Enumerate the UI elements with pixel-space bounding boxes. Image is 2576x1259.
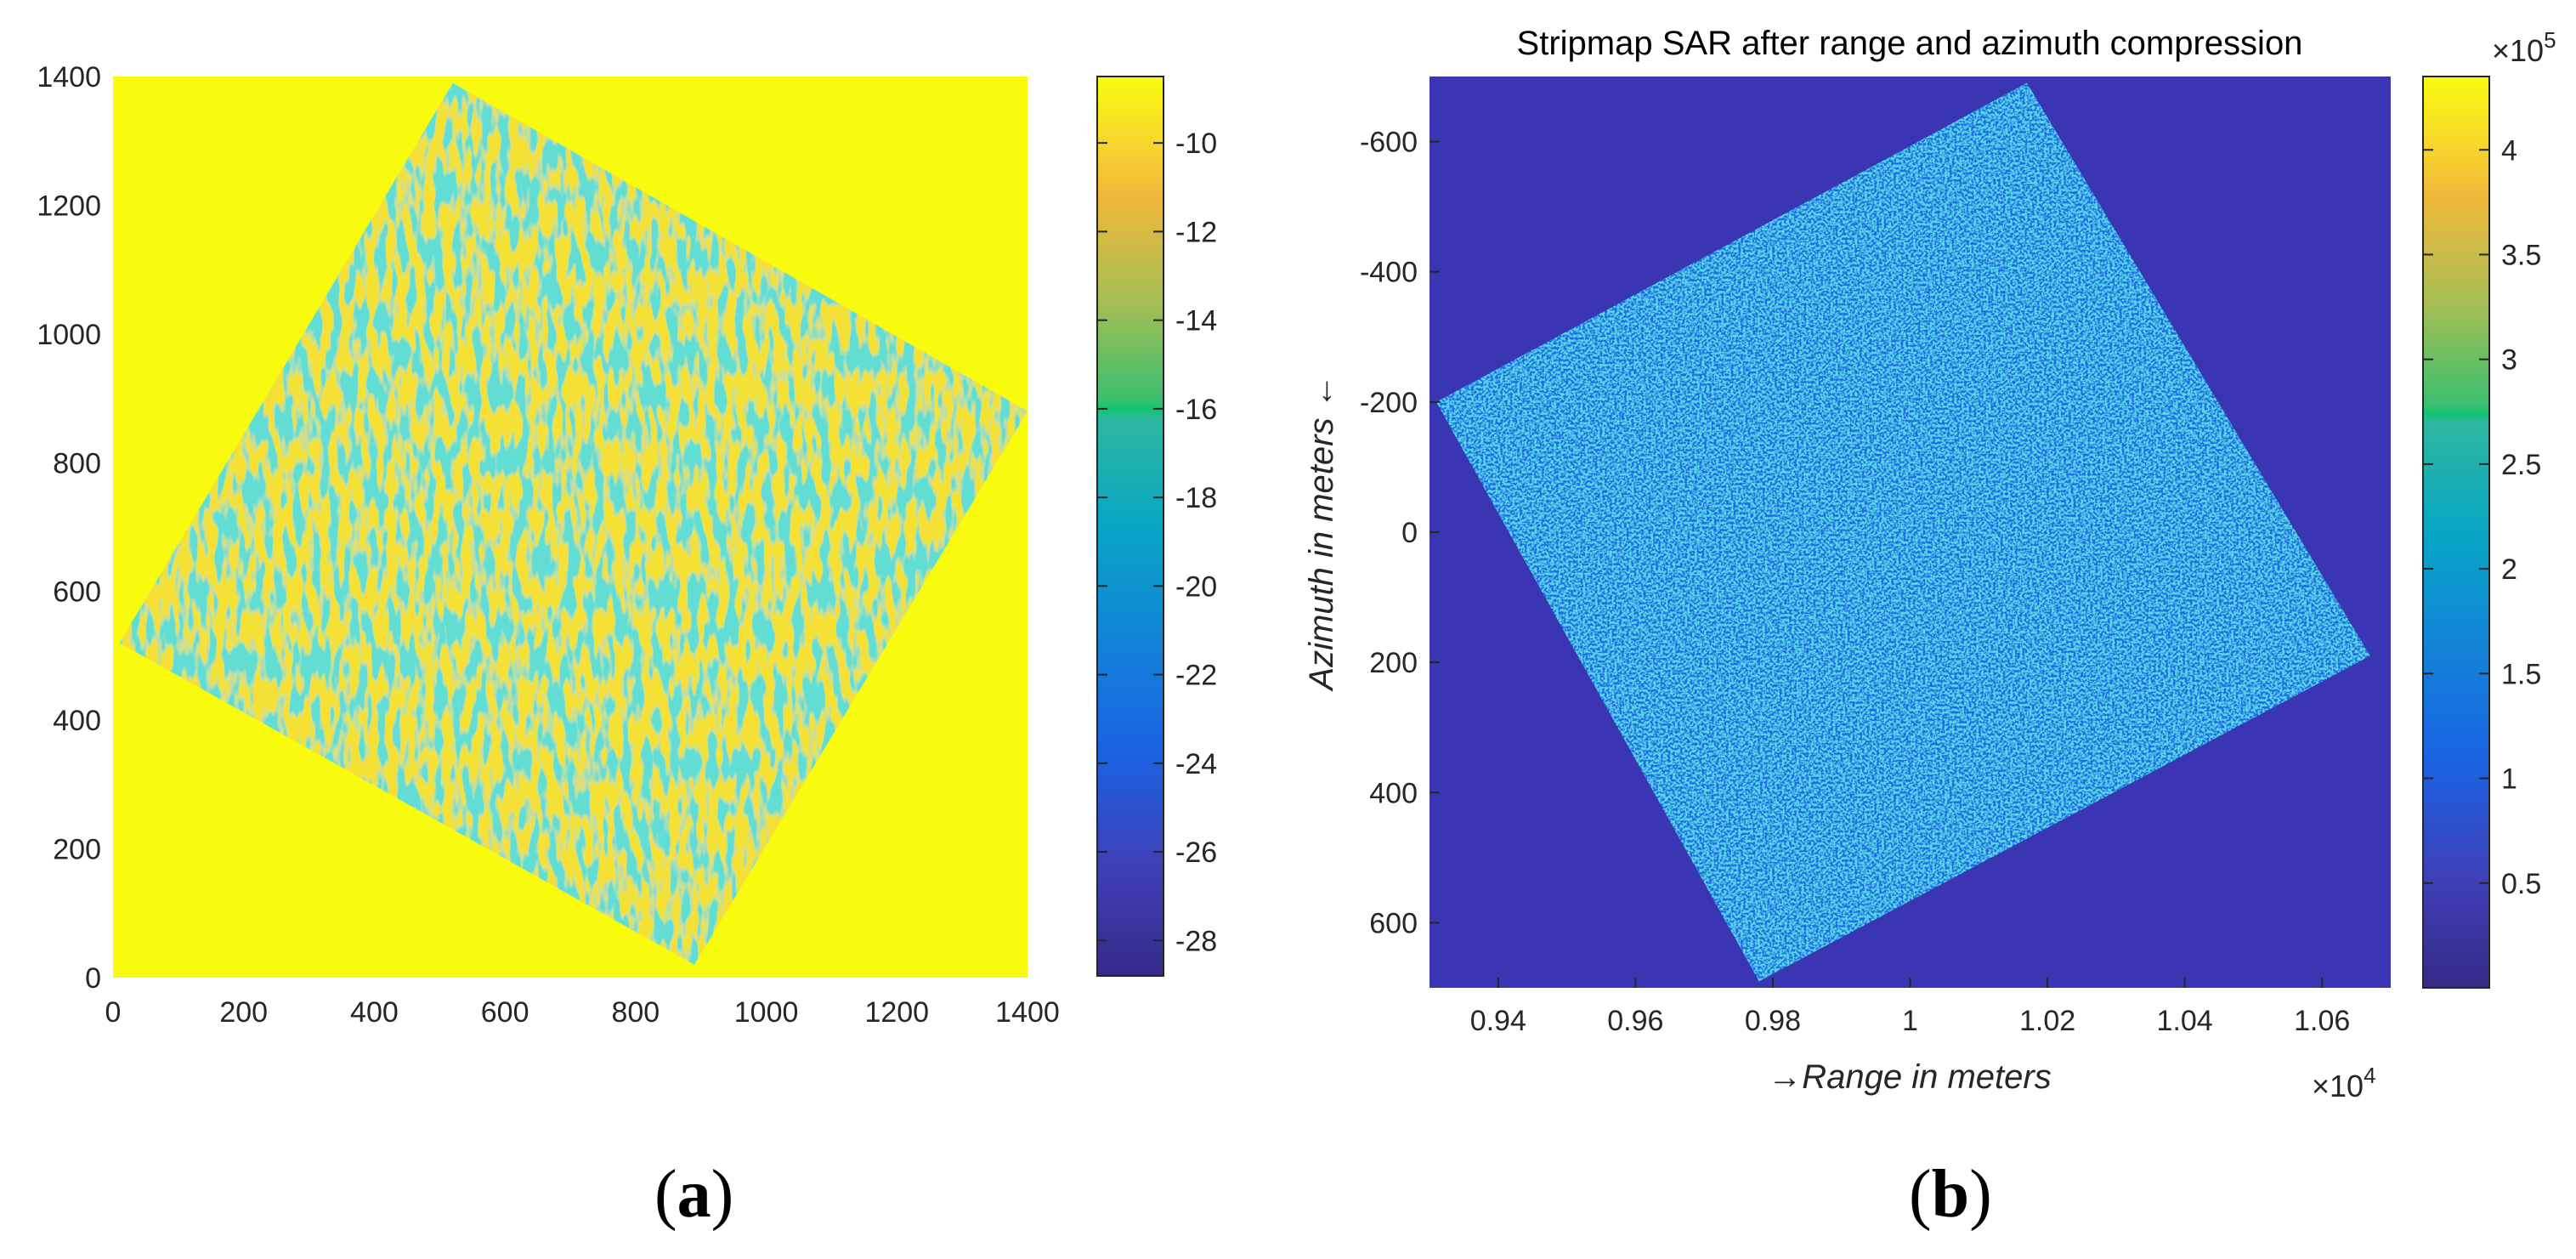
plot-a-x-ticks: 0 200 400 600 800 1000 1200 1400	[105, 996, 1060, 1029]
plot-b-y-tick-label: 200	[1369, 647, 1418, 679]
plot-a-x-tick-label: 800	[611, 996, 660, 1029]
colorbar-b-tick-label: 2	[2501, 553, 2517, 586]
panel-label-b: (b)	[1909, 1157, 1992, 1232]
colorbar-b-tick-label: 2.5	[2501, 449, 2541, 481]
colorbar-a-tick-label: -14	[1175, 305, 1217, 337]
plot-a-x-tick-label: 600	[481, 996, 529, 1029]
plot-a-y-tick-label: 600	[53, 576, 101, 609]
colorbar-a-tick-label: -22	[1175, 660, 1217, 692]
plot-b-x-tick-label: 1.04	[2157, 1005, 2213, 1037]
plot-b-title: Stripmap SAR after range and azimuth com…	[1517, 25, 2303, 62]
plot-a-x-tick-label: 1400	[995, 996, 1060, 1029]
plot-b-rotated-square	[1436, 82, 2370, 982]
plot-a-y-tick-label: 0	[85, 962, 101, 995]
plot-b-x-tick-label: 0.98	[1745, 1005, 1801, 1037]
plot-b-x-ticks: 0.94 0.96 0.98 1 1.02 1.04 1.06	[1470, 978, 2350, 1037]
plot-b-y-ticks: -600 -400 -200 0 200 400 600	[1360, 127, 1440, 939]
plot-b-x-multiplier: ×104	[2312, 1063, 2376, 1103]
panel-label-a-letter: a	[677, 1157, 711, 1232]
colorbar-a-tick-label: -10	[1175, 128, 1217, 160]
colorbar-a-tick-label: -20	[1175, 570, 1217, 603]
colorbar-b-tick-label: 3	[2501, 344, 2517, 377]
plot-a-y-tick-label: 1000	[37, 319, 101, 351]
plot-a-y-tick-label: 800	[53, 447, 101, 479]
plot-b-y-tick-label: -400	[1360, 257, 1418, 289]
panel-b: 0.94 0.96 0.98 1 1.02 1.04 1.06 -600 -400 -200 0 2…	[1303, 25, 2556, 1103]
plot-b-y-tick-label: -600	[1360, 127, 1418, 159]
plot-b-y-label: Azimuth in meters ←	[1303, 374, 1340, 691]
colorbar-b-tick-label: 0.5	[2501, 868, 2541, 900]
plot-b-y-tick-label: 600	[1369, 907, 1418, 939]
plot-a-rotated-square	[119, 82, 1028, 965]
colorbar-a-tick-label: -26	[1175, 836, 1217, 869]
plot-a-y-tick-label: 400	[53, 705, 101, 737]
colorbar-a-tick-label: -12	[1175, 216, 1217, 248]
plot-a-y-tick-label: 1400	[37, 61, 101, 94]
plot-b-x-tick-label: 1	[1902, 1005, 1918, 1037]
colorbar-a	[1096, 76, 1164, 977]
plot-b-x-tick-label: 0.96	[1607, 1005, 1663, 1037]
plot-b-x-tick-label: 1.02	[2019, 1005, 2075, 1037]
plot-b-y-tick-label: 0	[1401, 517, 1418, 549]
plot-a-y-ticks: 0 200 400 600 800 1000 1200 1400	[37, 61, 101, 995]
colorbar-b-tick-label: 4	[2501, 134, 2517, 167]
plot-a-x-tick-label: 1200	[864, 996, 929, 1029]
colorbar-b-ticks: 0.5 1 1.5 2 2.5 3 3.5 4	[2423, 134, 2541, 900]
colorbar-a-tick-label: -16	[1175, 394, 1217, 426]
colorbar-b-tick-label: 1.5	[2501, 658, 2541, 690]
colorbar-a-tick-label: -24	[1175, 748, 1217, 780]
colorbar-b-multiplier: ×105	[2492, 27, 2556, 68]
plot-b-x-label: →Range in meters	[1768, 1058, 2051, 1096]
panel-a: 0 200 400 600 800 1000 1200 1400 0 200 400 600 800 1…	[37, 61, 1217, 1029]
plot-a-x-tick-label: 1000	[734, 996, 799, 1029]
plot-a-x-tick-label: 400	[350, 996, 399, 1029]
plot-b-x-tick-label: 1.06	[2294, 1005, 2350, 1037]
colorbar-a-ticks: -10 -12 -14 -16 -18 -20 -22 -24 -26 -28	[1097, 128, 1217, 957]
plot-b-y-tick-label: -200	[1360, 387, 1418, 419]
colorbar-a-tick-label: -28	[1175, 925, 1217, 957]
plot-a-x-tick-label: 0	[105, 996, 122, 1029]
colorbar-b	[2422, 76, 2490, 989]
plot-a-y-tick-label: 200	[53, 834, 101, 866]
plot-a-x-tick-label: 200	[219, 996, 268, 1029]
plot-b-x-tick-label: 0.94	[1470, 1005, 1526, 1037]
panel-label-b-letter: b	[1931, 1157, 1970, 1232]
panel-label-a: (a)	[654, 1157, 734, 1232]
plot-a-y-tick-label: 1200	[37, 190, 101, 222]
colorbar-b-tick-label: 3.5	[2501, 239, 2541, 271]
colorbar-a-tick-label: -18	[1175, 482, 1217, 514]
plot-b-y-tick-label: 400	[1369, 777, 1418, 809]
colorbar-b-tick-label: 1	[2501, 763, 2517, 796]
